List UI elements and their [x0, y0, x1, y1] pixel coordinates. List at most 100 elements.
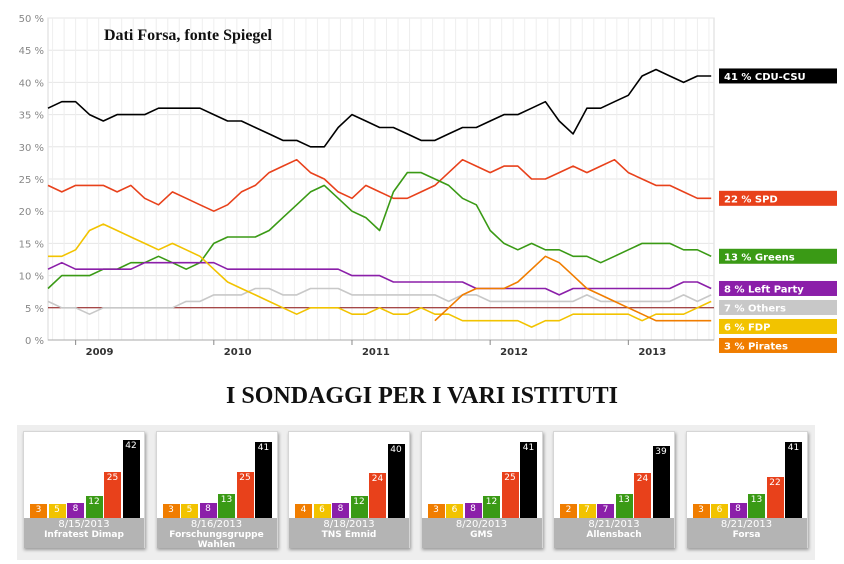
x-tick-label: 2009 [86, 347, 114, 358]
poll-date: 8/21/2013 [720, 519, 773, 530]
poll-bar-value: 6 [319, 505, 325, 515]
legend-badge [719, 299, 837, 315]
legend-label: 6 % FDP [724, 322, 770, 333]
poll-institute: Forschungsgruppe Wahlen [169, 530, 264, 550]
poll-institute: Infratest Dimap [44, 530, 124, 540]
poll-bar-value: 12 [88, 496, 100, 507]
legend-label: 8 % Left Party [724, 284, 804, 295]
poll-bar: 41 [785, 441, 802, 518]
poll-bar: 3 [30, 504, 47, 518]
poll-bars: 3 6 8 12 25 41 [427, 432, 542, 518]
x-tick-label: 2012 [500, 347, 528, 358]
poll-bar: 7 [597, 504, 614, 518]
x-tick-label: 2013 [638, 347, 666, 358]
poll-card: 2 7 7 13 24 39 8/21/2013 Allensbach [553, 431, 675, 548]
poll-card-footer: 8/21/2013 Allensbach [554, 518, 674, 548]
legend-label: 22 % SPD [724, 194, 778, 205]
poll-bar: 3 [162, 504, 180, 518]
poll-bar-value: 25 [239, 472, 251, 483]
poll-bar: 6 [313, 504, 331, 518]
poll-bar: 24 [634, 473, 651, 518]
poll-bar: 12 [483, 495, 500, 518]
poll-institute: Forsa [732, 530, 761, 540]
poll-bar-value: 22 [769, 478, 781, 489]
polls-panel: 3 5 8 12 25 42 8/15/2013 Infratest Dimap 3 5 8 13 25… [17, 425, 815, 560]
poll-card-footer: 8/15/2013 Infratest Dimap [24, 518, 144, 548]
poll-date: 8/16/2013 [190, 519, 243, 530]
series-line [47, 158, 712, 212]
poll-bar-value: 2 [565, 505, 572, 515]
poll-bar: 8 [199, 503, 217, 518]
poll-bar-value: 13 [618, 494, 630, 505]
poll-bar-value: 41 [787, 442, 800, 453]
poll-bar: 12 [85, 495, 103, 518]
series-line [47, 261, 712, 296]
line-chart: 0 % 5 % 10 % 15 % 20 % 25 % 30 % 35 % 40 % 45 % 50… [18, 14, 837, 358]
legend-badge [719, 248, 837, 264]
y-tick-label: 10 % [19, 272, 44, 283]
poll-bar-value: 8 [205, 504, 211, 515]
poll-bar-value: 5 [186, 505, 193, 515]
poll-bar-value: 24 [371, 474, 384, 485]
poll-card-footer: 8/20/2013 GMS [421, 518, 542, 548]
poll-bars: 2 7 7 13 24 39 [560, 432, 674, 518]
poll-bar-value: 7 [584, 505, 590, 515]
series-line [47, 287, 712, 316]
poll-bar: 13 [218, 493, 235, 518]
poll-bar: 25 [236, 471, 254, 518]
poll-bar: 8 [67, 503, 84, 518]
legend-label: 7 % Others [724, 303, 786, 314]
y-tick-label: 20 % [19, 207, 44, 218]
poll-bar: 22 [766, 477, 784, 518]
poll-bar: 13 [615, 493, 633, 518]
poll-bar: 25 [501, 471, 519, 518]
legend-badge [719, 280, 837, 296]
legend-badge [719, 190, 837, 206]
legend-label: 13 % Greens [724, 252, 795, 263]
x-tick-label: 2010 [224, 347, 252, 358]
chart-legend: 41 % CDU-CSU 22 % SPD 13 % Greens 8 % Left … [719, 68, 837, 353]
poll-date: 8/21/2013 [588, 519, 640, 530]
poll-bars: 3 5 8 13 25 41 [162, 432, 277, 518]
poll-bar: 42 [122, 440, 140, 518]
poll-card: 4 6 8 12 24 40 8/18/2013 TNS Emnid [288, 431, 410, 548]
poll-bar-value: 6 [451, 505, 458, 515]
series-line [47, 68, 712, 148]
chart-series [47, 68, 712, 328]
poll-bar: 5 [48, 504, 66, 518]
poll-bar: 8 [729, 503, 747, 518]
poll-card: 3 6 8 13 22 41 8/21/2013 Forsa [685, 431, 808, 548]
y-tick-label: 30 % [19, 143, 44, 154]
poll-bar: 5 [181, 504, 198, 518]
chart-grid [47, 17, 715, 341]
legend-badge [719, 68, 837, 84]
poll-bar-value: 8 [72, 504, 79, 515]
poll-institute: GMS [470, 530, 493, 540]
poll-bar: 13 [748, 493, 765, 518]
series-line [434, 255, 712, 322]
y-tick-label: 40 % [19, 78, 44, 89]
poll-bar-value: 13 [750, 494, 763, 505]
poll-bar-value: 8 [735, 504, 741, 515]
poll-bar-value: 6 [716, 505, 723, 515]
poll-bar: 2 [560, 504, 577, 518]
poll-bar: 41 [520, 441, 537, 518]
poll-bar-value: 39 [655, 446, 667, 457]
poll-bar-value: 25 [504, 472, 516, 483]
poll-bar: 25 [104, 471, 121, 518]
poll-bar: 8 [332, 503, 349, 518]
poll-bar-value: 42 [125, 441, 137, 451]
poll-bar-value: 40 [390, 444, 402, 455]
poll-bar-value: 13 [220, 494, 233, 505]
legend-badge [719, 337, 837, 353]
series-line [47, 171, 712, 290]
y-tick-label: 15 % [19, 239, 44, 250]
y-tick-label: 45 % [19, 46, 44, 57]
poll-bar: 7 [578, 504, 596, 518]
series-line [48, 223, 712, 328]
poll-bar: 40 [387, 443, 405, 518]
poll-bar-value: 4 [300, 505, 307, 515]
poll-bar-value: 8 [470, 504, 476, 515]
poll-card-footer: 8/16/2013 Forschungsgruppe Wahlen [156, 518, 277, 550]
legend-badge [719, 318, 837, 334]
